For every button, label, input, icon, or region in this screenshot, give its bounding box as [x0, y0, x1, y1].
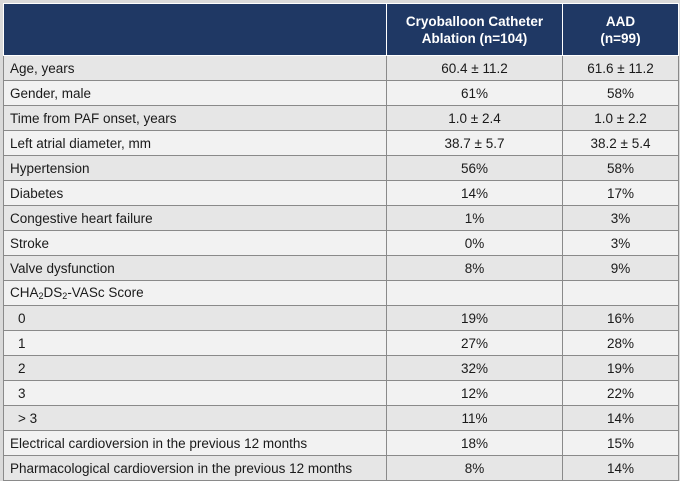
aad-value: 61.6 ± 11.2 [562, 55, 679, 81]
row-label: Pharmacological cardioversion in the pre… [3, 455, 387, 481]
table-row: Stroke 0% 3% [3, 230, 679, 256]
row-label: 3 [3, 380, 387, 406]
cryoballoon-value: 0% [386, 230, 563, 256]
row-label: 2 [3, 355, 387, 381]
table-row: Left atrial diameter, mm 38.7 ± 5.7 38.2 ±… [3, 130, 679, 156]
row-label: Hypertension [3, 155, 387, 181]
row-label: Congestive heart failure [3, 205, 387, 231]
aad-value: 3% [562, 205, 679, 231]
table-row: 2 32% 19% [3, 355, 679, 381]
table-row: Valve dysfunction 8% 9% [3, 255, 679, 281]
label-subscript: 2 [38, 291, 44, 301]
row-label: Diabetes [3, 180, 387, 206]
row-label: 0 [3, 305, 387, 331]
aad-value: 15% [562, 430, 679, 456]
table-row: Diabetes 14% 17% [3, 180, 679, 206]
table-row: Gender, male 61% 58% [3, 80, 679, 106]
header-aad: AAD (n=99) [562, 3, 679, 56]
table-row: Time from PAF onset, years 1.0 ± 2.4 1.0 ±… [3, 105, 679, 131]
cryoballoon-value: 8% [386, 255, 563, 281]
row-label: Electrical cardioversion in the previous… [3, 430, 387, 456]
table-row: CHA2DS2-VASc Score [3, 280, 679, 306]
table-row: 0 19% 16% [3, 305, 679, 331]
header-cryoballoon-line1: Cryoballoon Catheter [405, 13, 544, 29]
table-row: Electrical cardioversion in the previous… [3, 430, 679, 456]
cryoballoon-value: 18% [386, 430, 563, 456]
aad-value: 38.2 ± 5.4 [562, 130, 679, 156]
aad-value: 22% [562, 380, 679, 406]
cryoballoon-value: 56% [386, 155, 563, 181]
aad-value [562, 280, 679, 306]
label-subscript: 2 [62, 291, 68, 301]
aad-value: 28% [562, 330, 679, 356]
cryoballoon-value: 19% [386, 305, 563, 331]
aad-value: 3% [562, 230, 679, 256]
table-row: Pharmacological cardioversion in the pre… [3, 455, 679, 481]
aad-value: 14% [562, 405, 679, 431]
aad-value: 58% [562, 155, 679, 181]
cryoballoon-value: 1.0 ± 2.4 [386, 105, 563, 131]
row-label: Age, years [3, 55, 387, 81]
table-body: Age, years 60.4 ± 11.2 61.6 ± 11.2 Gender, … [3, 55, 679, 481]
header-cryoballoon-line2: Ablation (n=104) [421, 30, 528, 46]
table-row: 3 12% 22% [3, 380, 679, 406]
cryoballoon-value [386, 280, 563, 306]
table-row: 1 27% 28% [3, 330, 679, 356]
row-label: 1 [3, 330, 387, 356]
cryoballoon-value: 61% [386, 80, 563, 106]
cryoballoon-value: 38.7 ± 5.7 [386, 130, 563, 156]
cryoballoon-value: 11% [386, 405, 563, 431]
cryoballoon-value: 60.4 ± 11.2 [386, 55, 563, 81]
aad-value: 58% [562, 80, 679, 106]
cryoballoon-value: 8% [386, 455, 563, 481]
aad-value: 16% [562, 305, 679, 331]
cryoballoon-value: 12% [386, 380, 563, 406]
cryoballoon-value: 27% [386, 330, 563, 356]
row-label: Left atrial diameter, mm [3, 130, 387, 156]
table-row: Hypertension 56% 58% [3, 155, 679, 181]
row-label: Stroke [3, 230, 387, 256]
table-row: > 3 11% 14% [3, 405, 679, 431]
label-text: -VASc Score [67, 285, 144, 300]
baseline-characteristics-table: Cryoballoon Catheter Ablation (n=104) AA… [3, 3, 679, 481]
header-cryoballoon: Cryoballoon Catheter Ablation (n=104) [386, 3, 563, 56]
header-aad-line1: AAD [605, 13, 636, 29]
cryoballoon-value: 14% [386, 180, 563, 206]
header-characteristic [3, 3, 387, 56]
label-text: CHA [10, 285, 39, 300]
label-text: DS [43, 285, 63, 300]
aad-value: 19% [562, 355, 679, 381]
row-label: Valve dysfunction [3, 255, 387, 281]
cryoballoon-value: 1% [386, 205, 563, 231]
header-row: Cryoballoon Catheter Ablation (n=104) AA… [3, 3, 679, 56]
aad-value: 14% [562, 455, 679, 481]
table-row: Age, years 60.4 ± 11.2 61.6 ± 11.2 [3, 55, 679, 81]
aad-value: 17% [562, 180, 679, 206]
aad-value: 9% [562, 255, 679, 281]
row-label: CHA2DS2-VASc Score [3, 280, 387, 306]
row-label: > 3 [3, 405, 387, 431]
table-row: Congestive heart failure 1% 3% [3, 205, 679, 231]
cryoballoon-value: 32% [386, 355, 563, 381]
header-aad-line2: (n=99) [600, 30, 641, 46]
row-label: Time from PAF onset, years [3, 105, 387, 131]
row-label: Gender, male [3, 80, 387, 106]
aad-value: 1.0 ± 2.2 [562, 105, 679, 131]
